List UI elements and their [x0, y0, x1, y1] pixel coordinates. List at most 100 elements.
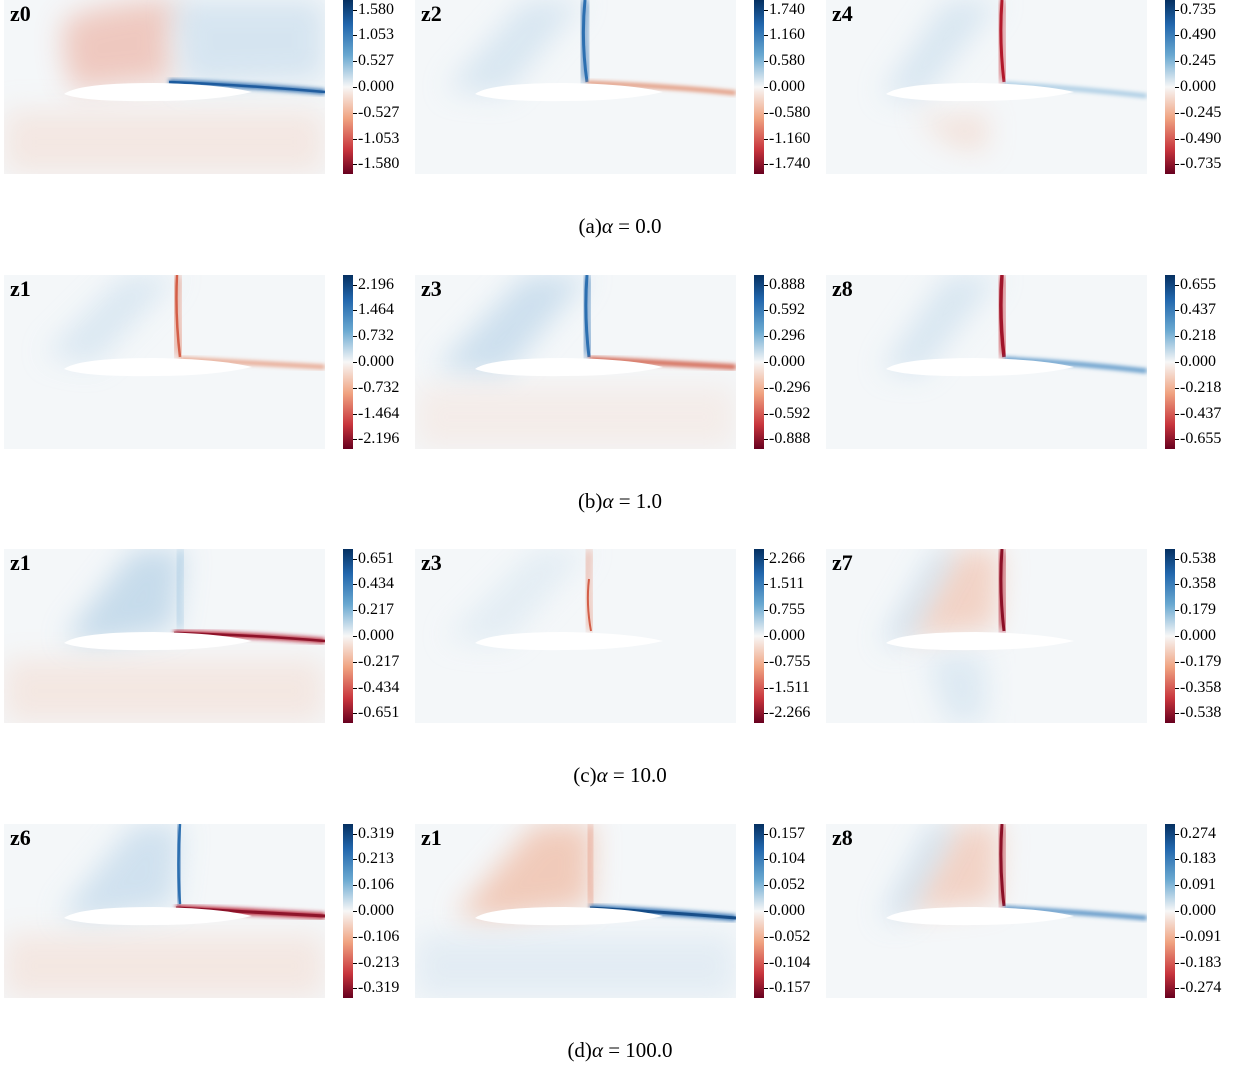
colorbar: [754, 824, 764, 998]
field-plot: [415, 275, 736, 449]
tick-label: -0.888: [764, 426, 810, 452]
mode-label: z4: [832, 1, 853, 26]
tick-label: 0.538: [1175, 546, 1216, 572]
caption-equation: = 0.0: [612, 214, 662, 238]
tick-label: 0.437: [1175, 297, 1216, 323]
tick-label: 0.091: [1175, 872, 1216, 898]
colorbar-ticks: 1.740 1.160 0.580 0.000 -0.580 -1.160 -1…: [764, 0, 824, 174]
tick-label: -0.538: [1175, 700, 1221, 726]
colorbar-ticks: 2.196 1.464 0.732 0.000 -0.732 -1.464 -2…: [353, 275, 413, 449]
mode-panel: z1 0.157 0.104 0.052 0.000 -0.052 -0.104…: [411, 824, 821, 998]
caption-equation: = 10.0: [607, 763, 667, 787]
mode-label: z8: [832, 276, 853, 301]
tick-label: 2.196: [353, 272, 394, 298]
colorbar-ticks: 2.266 1.511 0.755 0.000 -0.755 -1.511 -2…: [764, 549, 824, 723]
caption-equation: = 100.0: [602, 1038, 673, 1062]
mode-panel: z0 1.580 1.053 0.527 0.000 -0.527 -1.053…: [0, 0, 410, 174]
colorbar-ticks: 0.538 0.358 0.179 0.000 -0.179 -0.358 -0…: [1175, 549, 1235, 723]
field-plot: [415, 824, 736, 998]
tick-label: -1.580: [353, 151, 399, 177]
tick-label: 0.183: [1175, 846, 1216, 872]
tick-label: 0.217: [353, 597, 394, 623]
tick-label: -0.490: [1175, 126, 1221, 152]
colorbar: [1165, 275, 1175, 449]
tick-label: 0.732: [353, 323, 394, 349]
tick-label: -0.104: [764, 950, 810, 976]
tick-label: -0.358: [1175, 675, 1221, 701]
tick-label: -0.655: [1175, 426, 1221, 452]
tick-label: 1.160: [764, 22, 805, 48]
tick-label: 0.000: [353, 898, 394, 924]
field-plot: [826, 824, 1147, 998]
field-plot: [415, 549, 736, 723]
colorbar: [343, 824, 353, 998]
colorbar-ticks: 0.274 0.183 0.091 0.000 -0.091 -0.183 -0…: [1175, 824, 1235, 998]
tick-label: 0.052: [764, 872, 805, 898]
tick-label: -1.053: [353, 126, 399, 152]
mode-label: z2: [421, 1, 442, 26]
mode-label: z7: [832, 550, 853, 575]
subfigure-caption: (c)α = 10.0: [0, 763, 1240, 788]
tick-label: -0.274: [1175, 975, 1221, 1001]
tick-label: 0.592: [764, 297, 805, 323]
tick-label: 0.319: [353, 821, 394, 847]
mode-panel: z2 1.740 1.160 0.580 0.000 -0.580 -1.160…: [411, 0, 821, 174]
tick-label: 0.245: [1175, 48, 1216, 74]
alpha-symbol: α: [601, 214, 613, 238]
tick-label: 0.655: [1175, 272, 1216, 298]
tick-label: -0.735: [1175, 151, 1221, 177]
tick-label: -1.160: [764, 126, 810, 152]
tick-label: -0.213: [353, 950, 399, 976]
tick-label: 0.000: [353, 349, 394, 375]
tick-label: 0.000: [764, 898, 805, 924]
caption-prefix: (d): [567, 1038, 592, 1062]
tick-label: -0.217: [353, 649, 399, 675]
mode-label: z1: [10, 276, 31, 301]
colorbar-ticks: 0.157 0.104 0.052 0.000 -0.052 -0.104 -0…: [764, 824, 824, 998]
tick-label: 1.580: [353, 0, 394, 23]
tick-label: 1.053: [353, 22, 394, 48]
field-plot: [826, 0, 1147, 174]
mode-label: z1: [10, 550, 31, 575]
tick-label: 0.580: [764, 48, 805, 74]
colorbar: [754, 275, 764, 449]
caption-equation: = 1.0: [613, 489, 663, 513]
mode-panel: z8 0.274 0.183 0.091 0.000 -0.091 -0.183…: [822, 824, 1232, 998]
mode-panel: z4 0.735 0.490 0.245 0.000 -0.245 -0.490…: [822, 0, 1232, 174]
tick-label: -0.319: [353, 975, 399, 1001]
colorbar-ticks: 0.655 0.437 0.218 0.000 -0.218 -0.437 -0…: [1175, 275, 1235, 449]
figure-row-c: z1 0.651 0.434 0.217 0.000 -0.217 -0.434…: [0, 546, 1240, 787]
colorbar: [1165, 824, 1175, 998]
colorbar: [1165, 549, 1175, 723]
tick-label: 0.527: [353, 48, 394, 74]
tick-label: 0.888: [764, 272, 805, 298]
tick-label: 0.755: [764, 597, 805, 623]
colorbar: [754, 0, 764, 174]
tick-label: 0.735: [1175, 0, 1216, 23]
tick-label: 0.000: [1175, 349, 1216, 375]
tick-label: -0.218: [1175, 375, 1221, 401]
tick-label: -0.179: [1175, 649, 1221, 675]
tick-label: -0.157: [764, 975, 810, 1001]
tick-label: 0.000: [764, 74, 805, 100]
tick-label: 0.104: [764, 846, 805, 872]
tick-label: 0.296: [764, 323, 805, 349]
colorbar: [343, 275, 353, 449]
caption-prefix: (b): [577, 489, 603, 513]
mode-panel: z3 2.266 1.511 0.755 0.000 -0.755 -1.511…: [411, 549, 821, 723]
alpha-symbol: α: [591, 1038, 603, 1062]
caption-prefix: (a): [578, 214, 602, 238]
colorbar-ticks: 0.888 0.592 0.296 0.000 -0.296 -0.592 -0…: [764, 275, 824, 449]
tick-label: 0.000: [764, 349, 805, 375]
tick-label: -0.651: [353, 700, 399, 726]
mode-panel: z7 0.538 0.358 0.179 0.000 -0.179 -0.358…: [822, 549, 1232, 723]
field-plot: [4, 824, 325, 998]
tick-label: -0.437: [1175, 401, 1221, 427]
tick-label: -0.732: [353, 375, 399, 401]
subfigure-caption: (b)α = 1.0: [0, 489, 1240, 514]
tick-label: -0.592: [764, 401, 810, 427]
colorbar-ticks: 0.319 0.213 0.106 0.000 -0.106 -0.213 -0…: [353, 824, 413, 998]
tick-label: -0.091: [1175, 924, 1221, 950]
tick-label: 0.651: [353, 546, 394, 572]
tick-label: 1.511: [764, 571, 804, 597]
